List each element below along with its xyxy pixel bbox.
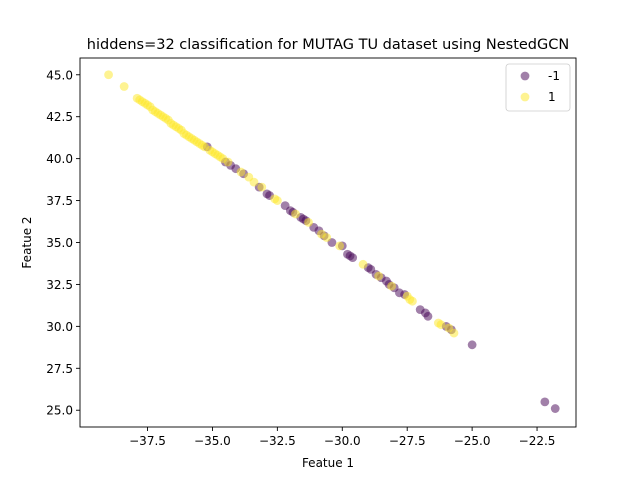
x-tick-label: −25.0: [454, 434, 491, 448]
legend-marker-neg1: [520, 71, 530, 81]
data-point: [119, 82, 129, 91]
legend-label-1: 1: [548, 90, 556, 104]
x-tick-label: −37.5: [129, 434, 166, 448]
data-point: [358, 259, 368, 269]
data-point: [104, 70, 113, 80]
x-axis: −37.5 −35.0 −32.5 −30.0 −27.5 −25.0 −22.5: [129, 427, 555, 448]
legend-marker-1: [520, 92, 530, 102]
data-point: [223, 157, 233, 167]
data-point: [291, 209, 300, 219]
data-point: [550, 404, 560, 413]
y-tick-label: 30.0: [46, 320, 73, 334]
chart-title: hiddens=32 classification for MUTAG TU d…: [87, 37, 569, 53]
data-point: [335, 241, 345, 251]
data-point: [449, 328, 459, 338]
data-point: [236, 167, 246, 177]
legend-label-neg1: -1: [548, 69, 560, 83]
x-tick-label: −22.5: [519, 434, 556, 448]
y-tick-label: 25.0: [46, 404, 73, 418]
data-point: [322, 233, 332, 242]
x-tick-label: −27.5: [389, 434, 426, 448]
y-tick-label: 27.5: [46, 362, 73, 376]
y-tick-label: 42.5: [46, 110, 73, 124]
x-axis-label: Featue 1: [302, 456, 354, 470]
data-point: [257, 182, 267, 192]
y-axis: 25.0 27.5 30.0 32.5 35.0 37.5 40.0 42.5 45.0: [46, 68, 80, 418]
y-tick-label: 37.5: [46, 194, 73, 208]
data-point: [387, 281, 397, 291]
y-tick-label: 45.0: [46, 68, 73, 82]
y-tick-label: 32.5: [46, 278, 73, 292]
data-point: [436, 320, 446, 330]
points-layer: [104, 70, 560, 413]
data-point: [304, 217, 313, 227]
x-tick-label: −30.0: [324, 434, 361, 448]
data-point: [249, 177, 259, 187]
data-point: [467, 340, 477, 350]
y-tick-label: 40.0: [46, 152, 73, 166]
x-tick-label: −32.5: [259, 434, 296, 448]
data-point: [423, 311, 433, 321]
legend: -1 1: [505, 63, 571, 112]
y-tick-label: 35.0: [46, 236, 73, 250]
data-point: [540, 397, 550, 407]
series-1: [104, 70, 459, 338]
legend-frame: [505, 63, 571, 112]
y-axis-label: Featue 2: [20, 216, 34, 268]
data-point: [408, 296, 417, 306]
data-point: [374, 271, 384, 281]
data-point: [348, 253, 358, 262]
data-point: [272, 196, 282, 205]
x-tick-label: −35.0: [194, 434, 231, 448]
